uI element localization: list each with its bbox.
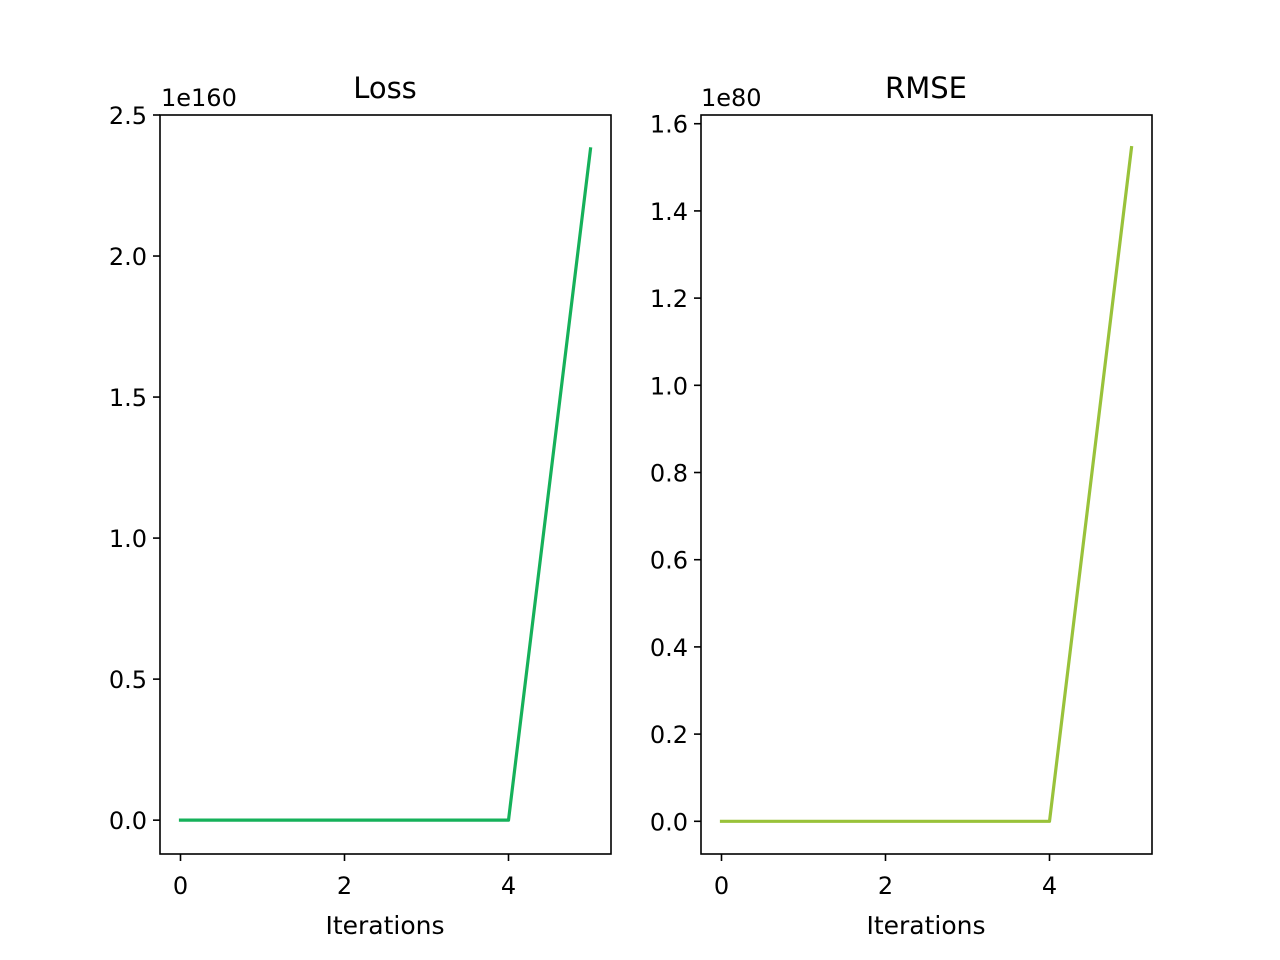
rmse-chart-x-tick-label: 2: [878, 872, 893, 900]
loss-chart: Loss 1e160 Iterations 0 2 4 0.0 0.5 1.0 1.5 2.0…: [109, 71, 612, 940]
loss-chart-x-axis-label: Iterations: [325, 911, 444, 940]
loss-chart-axes-frame: [159, 114, 612, 855]
rmse-chart-y-tick-label: 0.0: [650, 808, 688, 836]
rmse-chart-x-axis-label: Iterations: [866, 911, 985, 940]
rmse-chart: RMSE 1e80 Iterations 0 2 4 0.0 0.2 0.4 0.6 0.8 1…: [650, 71, 1153, 940]
rmse-chart-y-tick-label: 0.6: [650, 547, 688, 575]
rmse-chart-x-tick-label: 0: [714, 872, 729, 900]
rmse-chart-y-tick-label: 1.6: [650, 111, 688, 139]
rmse-chart-y-tick-label: 1.0: [650, 372, 688, 400]
rmse-chart-axes-frame: [700, 114, 1153, 855]
loss-chart-y-tick-label: 1.5: [109, 384, 147, 412]
loss-chart-y-tick-label: 0.5: [109, 666, 147, 694]
loss-chart-title: Loss: [353, 71, 417, 105]
rmse-chart-y-tick-label: 1.4: [650, 198, 688, 226]
loss-chart-y-tick-label: 2.0: [109, 243, 147, 271]
loss-chart-plot-area: 0 2 4 0.0 0.5 1.0 1.5 2.0 2.5: [109, 102, 612, 900]
rmse-chart-plot-area: 0 2 4 0.0 0.2 0.4 0.6 0.8 1.0 1.2 1.4 1.6: [650, 111, 1153, 900]
rmse-chart-y-multiplier: 1e80: [701, 84, 762, 112]
loss-chart-x-tick-label: 0: [173, 872, 188, 900]
rmse-chart-series-line: [719, 145, 1134, 823]
loss-chart-y-tick-label: 1.0: [109, 525, 147, 553]
rmse-chart-y-tick-label: 0.4: [650, 634, 688, 662]
loss-chart-y-multiplier: 1e160: [161, 84, 237, 112]
loss-chart-y-tick-label: 2.5: [109, 102, 147, 130]
rmse-chart-y-tick-label: 1.2: [650, 285, 688, 313]
loss-chart-series-line: [178, 147, 593, 822]
loss-chart-x-tick-label: 2: [337, 872, 352, 900]
loss-chart-y-tick-label: 0.0: [109, 807, 147, 835]
rmse-chart-y-tick-label: 0.8: [650, 460, 688, 488]
loss-chart-x-tick-label: 4: [501, 872, 516, 900]
rmse-chart-x-tick-label: 4: [1042, 872, 1057, 900]
rmse-chart-y-tick-label: 0.2: [650, 721, 688, 749]
rmse-chart-title: RMSE: [885, 71, 967, 105]
